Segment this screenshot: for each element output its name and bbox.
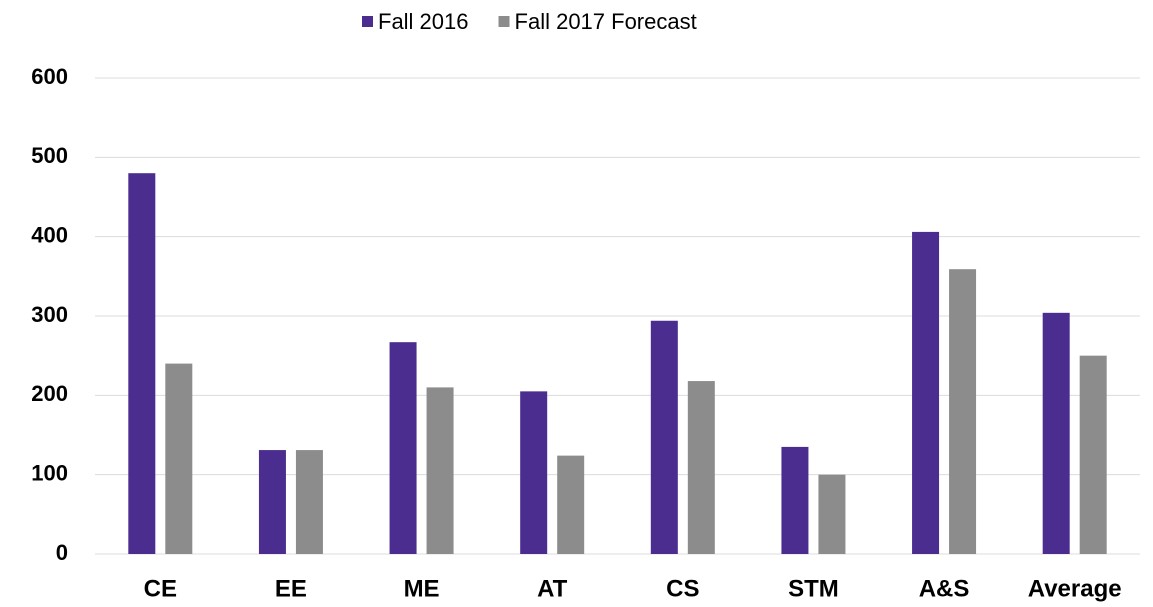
y-tick-label: 500 bbox=[31, 143, 68, 168]
x-tick-label: CS bbox=[666, 575, 699, 602]
legend-label: Fall 2016 bbox=[378, 9, 469, 34]
legend-swatch bbox=[362, 16, 373, 27]
bar bbox=[818, 474, 846, 554]
y-tick-label: 300 bbox=[31, 302, 68, 327]
x-tick-label: EE bbox=[275, 575, 307, 602]
bar bbox=[520, 391, 548, 554]
bar bbox=[687, 381, 715, 554]
y-tick-label: 100 bbox=[31, 460, 68, 485]
legend-swatch bbox=[498, 16, 510, 27]
bar bbox=[912, 231, 940, 554]
legend-label: Fall 2017 Forecast bbox=[515, 9, 697, 34]
bar bbox=[389, 342, 417, 554]
y-tick-label: 400 bbox=[31, 222, 68, 247]
bar bbox=[781, 446, 809, 554]
bar bbox=[258, 450, 286, 554]
x-tick-label: A&S bbox=[919, 575, 970, 602]
bar bbox=[1042, 312, 1070, 554]
bar bbox=[295, 450, 323, 554]
y-tick-label: 200 bbox=[31, 381, 68, 406]
bar bbox=[165, 363, 193, 554]
y-tick-label: 600 bbox=[31, 64, 68, 89]
y-tick-label: 0 bbox=[56, 540, 68, 565]
x-tick-label: AT bbox=[537, 575, 568, 602]
bar bbox=[557, 455, 585, 554]
bar bbox=[1079, 355, 1107, 554]
bar bbox=[949, 269, 977, 554]
bar bbox=[650, 320, 678, 554]
x-tick-label: ME bbox=[404, 575, 440, 602]
x-tick-label: Average bbox=[1028, 575, 1122, 602]
x-tick-label: CE bbox=[144, 575, 177, 602]
bar bbox=[426, 387, 454, 554]
bar bbox=[128, 173, 156, 554]
x-tick-label: STM bbox=[788, 575, 839, 602]
